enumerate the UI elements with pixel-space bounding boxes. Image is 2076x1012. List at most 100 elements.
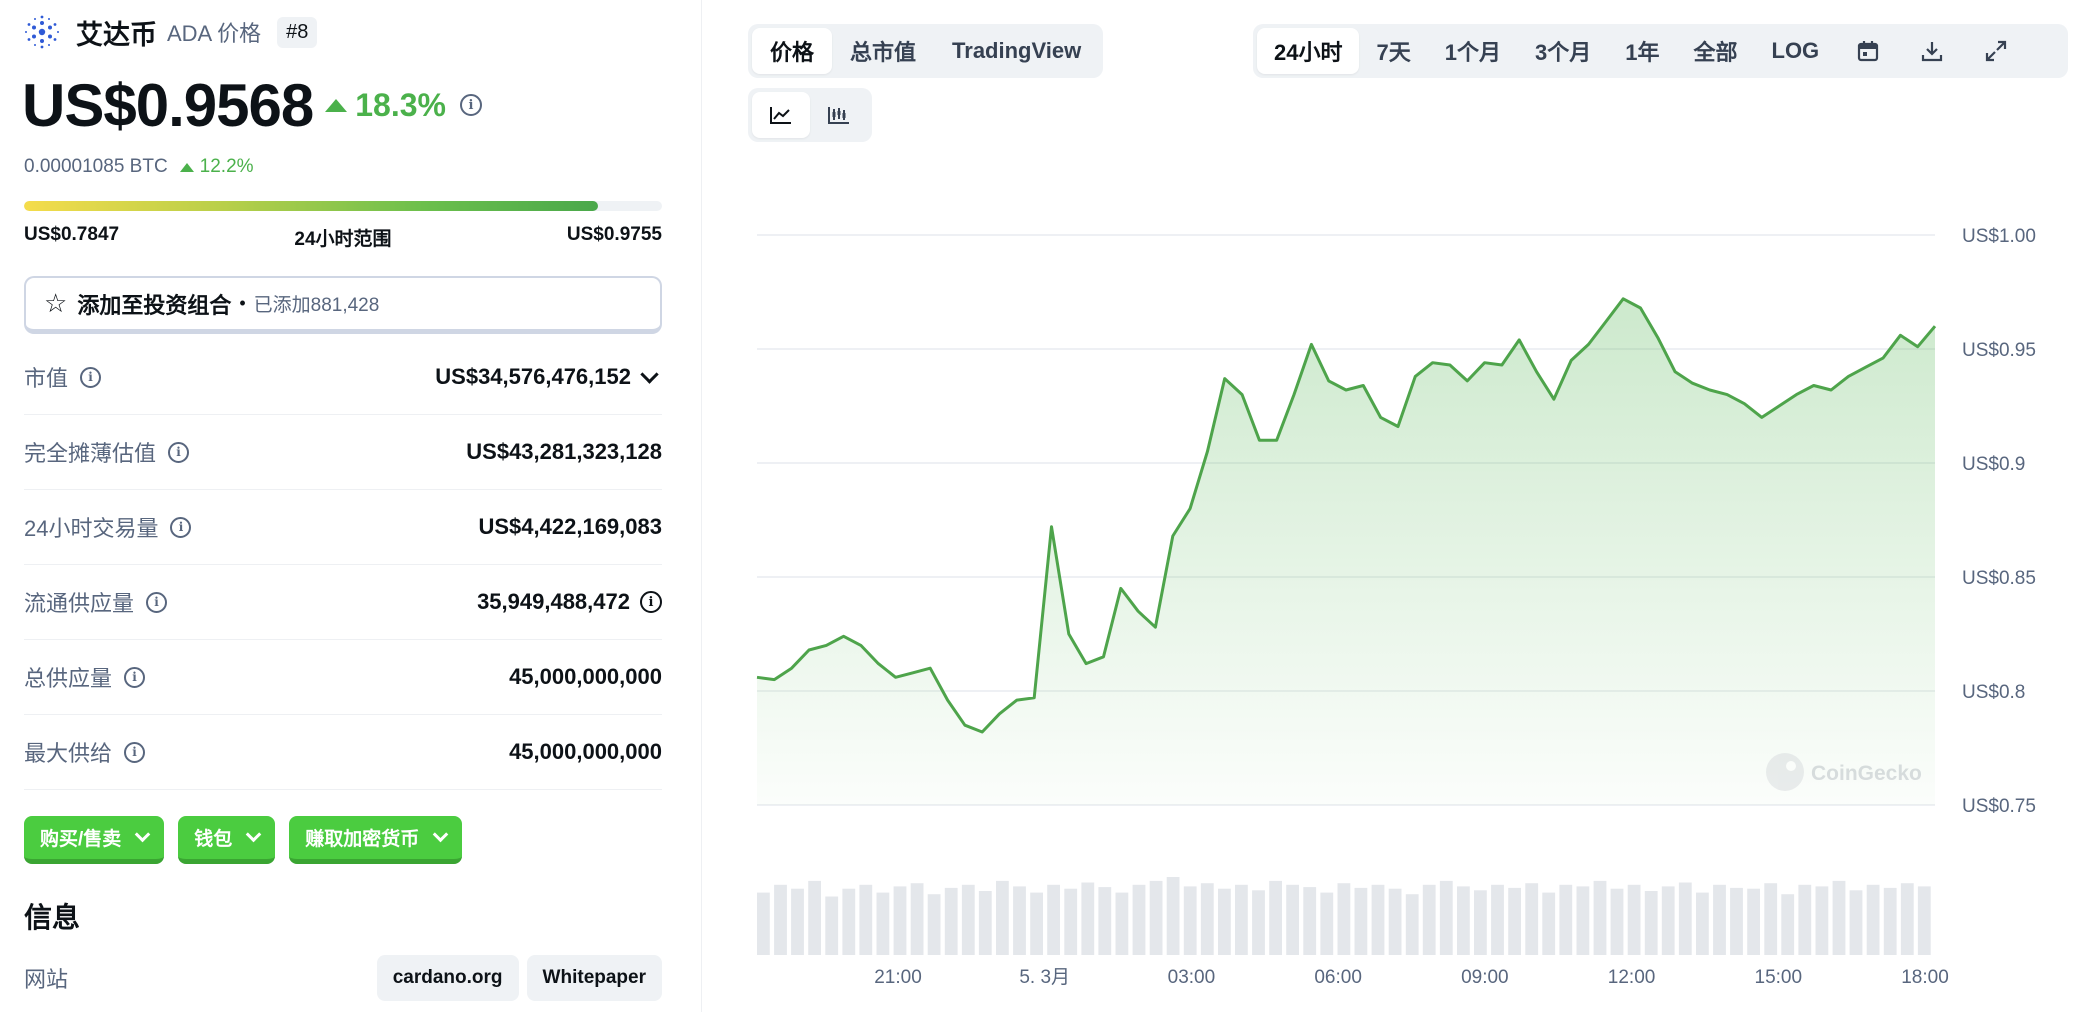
- info-section-title: 信息: [24, 902, 81, 933]
- info-icon[interactable]: i: [640, 591, 662, 613]
- x-tick-label: 18:00: [1901, 967, 1949, 988]
- volume-bar: [893, 886, 907, 955]
- volume-bar: [1115, 892, 1129, 955]
- y-tick-label: US$0.85: [1962, 568, 2036, 589]
- tab-7d[interactable]: 7天: [1376, 40, 1411, 65]
- volume-bar: [1644, 891, 1658, 955]
- price-chart[interactable]: US$1.00 US$0.95 US$0.9 US$0.85 US$0.8 US$0.75…: [703, 0, 2076, 1012]
- website-link[interactable]: cardano.org: [376, 955, 519, 1001]
- range-high: US$0.9755: [566, 224, 662, 245]
- volume-bar: [1730, 887, 1743, 955]
- volume-bar: [1439, 880, 1453, 955]
- current-price: US$0.9568: [22, 71, 314, 139]
- volume-bar: [1337, 883, 1351, 955]
- volume-bar: [1542, 892, 1556, 955]
- chevron-down-icon[interactable]: [640, 364, 659, 384]
- coin-header: 艾达币 ADA 价格 #8: [24, 14, 318, 50]
- volume-bar: [791, 888, 804, 955]
- stat-value: 35,949,488,472: [477, 589, 630, 614]
- chart-style-toggle: [748, 88, 872, 142]
- info-icon[interactable]: i: [170, 516, 192, 538]
- volume-bar: [1900, 883, 1914, 955]
- tab-1y[interactable]: 1年: [1625, 40, 1660, 65]
- earn-crypto-label: 赚取加密货币: [305, 829, 420, 850]
- candlestick-icon[interactable]: [810, 92, 868, 138]
- info-icon[interactable]: i: [124, 741, 146, 763]
- info-icon[interactable]: i: [80, 366, 102, 388]
- x-tick-label: 5. 3月: [1019, 967, 1070, 988]
- tab-log[interactable]: LOG: [1771, 38, 1820, 63]
- price-change-value: 18.3%: [355, 86, 446, 123]
- volume-bar: [1098, 887, 1112, 955]
- volume-bar: [1832, 880, 1846, 955]
- volume-bar: [1457, 886, 1470, 955]
- volume-bar: [757, 892, 770, 955]
- chevron-down-icon: [433, 826, 449, 843]
- stat-row-market-cap: 市值 i US$34,576,476,152: [24, 340, 662, 415]
- info-icon[interactable]: i: [168, 441, 190, 463]
- portfolio-label: 添加至投资组合: [77, 292, 232, 318]
- tab-24h[interactable]: 24小时: [1257, 28, 1360, 74]
- coin-symbol-label: ADA 价格: [167, 21, 262, 46]
- stat-value: 45,000,000,000: [509, 739, 662, 764]
- stat-value: US$34,576,476,152: [435, 364, 631, 389]
- volume-bar: [1781, 894, 1795, 955]
- volume-bar: [1474, 890, 1487, 955]
- price-change-24h: 18.3%: [325, 87, 446, 124]
- volume-bar: [1610, 888, 1624, 955]
- tab-market-cap[interactable]: 总市值: [850, 40, 917, 65]
- volume-bar: [1286, 884, 1299, 955]
- buy-sell-button[interactable]: 购买/售卖: [24, 816, 165, 864]
- y-tick-label: US$0.8: [1962, 682, 2025, 703]
- volume-bar: [1525, 883, 1539, 955]
- time-range-tabs: 24小时 7天 1个月 3个月 1年 全部 LOG: [1253, 24, 2068, 78]
- tab-1m[interactable]: 1个月: [1444, 40, 1501, 65]
- stat-value: 45,000,000,000: [509, 664, 662, 689]
- volume-bar: [1064, 888, 1078, 955]
- line-chart-icon[interactable]: [752, 92, 810, 138]
- info-icon[interactable]: i: [146, 591, 168, 613]
- rank-badge: #8: [277, 16, 318, 48]
- chevron-down-icon: [135, 826, 151, 843]
- volume-bar: [1883, 887, 1897, 955]
- stat-label: 市值: [24, 366, 69, 391]
- tab-price[interactable]: 价格: [752, 28, 833, 74]
- volume-bar: [1132, 884, 1146, 955]
- earn-crypto-button[interactable]: 赚取加密货币: [289, 816, 463, 864]
- portfolio-separator: •: [239, 293, 246, 313]
- tab-tradingview[interactable]: TradingView: [952, 38, 1082, 63]
- star-icon: ☆: [44, 288, 68, 318]
- stat-value: US$4,422,169,083: [478, 514, 663, 539]
- volume-bar: [1405, 894, 1419, 955]
- coingecko-watermark: CoinGecko: [1766, 753, 1922, 791]
- volume-bar: [1508, 887, 1521, 955]
- download-icon[interactable]: [1900, 28, 1964, 74]
- y-tick-label: US$0.95: [1962, 340, 2036, 361]
- info-icon[interactable]: i: [459, 94, 482, 116]
- add-to-portfolio-button[interactable]: ☆ 添加至投资组合 • 已添加881,428: [24, 276, 662, 334]
- volume-bar: [1183, 886, 1197, 955]
- calendar-icon[interactable]: [1836, 28, 1900, 74]
- volume-bar: [1661, 886, 1675, 955]
- wallet-button[interactable]: 钱包: [178, 816, 276, 864]
- website-row: 网站 cardano.org Whitepaper: [24, 955, 662, 1001]
- volume-bar: [1200, 883, 1214, 955]
- buy-sell-label: 购买/售卖: [40, 829, 122, 850]
- volume-bar: [1422, 884, 1436, 955]
- volume-bar: [1013, 886, 1026, 955]
- expand-icon[interactable]: [1964, 28, 2028, 74]
- y-tick-label: US$1.00: [1962, 226, 2036, 247]
- range-bar-fill: [24, 201, 599, 211]
- x-tick-label: 15:00: [1755, 967, 1803, 988]
- up-arrow-icon: [179, 162, 194, 172]
- stat-label: 总供应量: [24, 666, 113, 691]
- volume-bar: [1849, 890, 1863, 955]
- tab-3m[interactable]: 3个月: [1534, 40, 1592, 65]
- info-icon[interactable]: i: [124, 666, 146, 688]
- whitepaper-link[interactable]: Whitepaper: [526, 955, 662, 1001]
- chart-type-tabs: 价格 总市值 TradingView: [748, 24, 1104, 78]
- x-tick-label: 21:00: [874, 967, 922, 988]
- volume-bar: [1798, 884, 1812, 955]
- x-axis-labels: 21:00 5. 3月 03:00 06:00 09:00 12:00 15:00 18:00: [874, 967, 1949, 988]
- tab-all[interactable]: 全部: [1693, 40, 1738, 65]
